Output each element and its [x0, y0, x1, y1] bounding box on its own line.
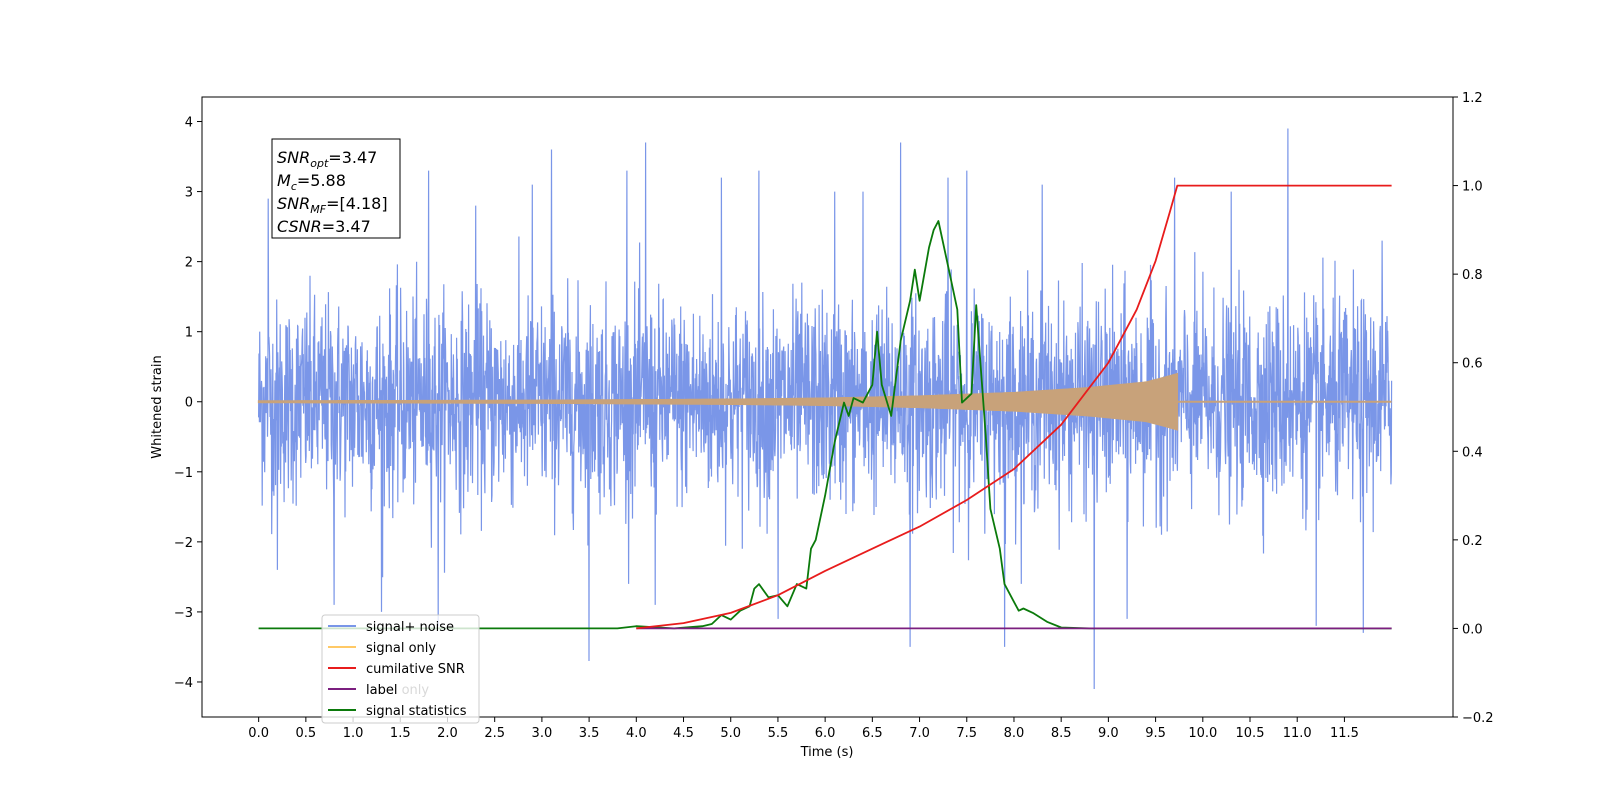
x-axis: 0.0 0.5 1.0 1.5 2.0 2.5 3.0 3.5 4.0 4.5 5.0 5.5 6.0 6… [248, 717, 1359, 741]
y-tick-label: 0 [185, 396, 193, 411]
x-tick-label: 9.5 [1145, 726, 1166, 741]
x-tick-label: 1.5 [390, 726, 411, 741]
y2-tick-label: 0.6 [1462, 357, 1483, 372]
x-tick-label: 0.5 [296, 726, 317, 741]
x-tick-label: 8.0 [1004, 726, 1025, 741]
x-tick-label: 2.5 [484, 726, 505, 741]
x-tick-label: 3.0 [532, 726, 553, 741]
legend-label-signal-only: signal only [366, 641, 436, 656]
stats-snr-mf: SNRMF=[4.18] [277, 194, 388, 216]
x-tick-label: 0.0 [248, 726, 269, 741]
x-tick-label: 6.5 [862, 726, 883, 741]
x-tick-label: 5.5 [768, 726, 789, 741]
x-tick-label: 7.5 [956, 726, 977, 741]
legend: signal+ noise signal only cumilative SNR… [321, 614, 480, 724]
series-signal-only [257, 372, 1179, 431]
y-tick-label: −2 [174, 536, 193, 551]
stats-csnr: CSNR=3.47 [277, 217, 371, 236]
legend-frame [321, 614, 480, 724]
y2-tick-label: −0.2 [1462, 711, 1494, 726]
y-axis-label: Whitened strain [150, 355, 165, 458]
stats-box: SNRopt=3.47 Mc=5.88 SNRMF=[4.18] CSNR=3.… [271, 138, 401, 239]
y2-tick-label: 0.0 [1462, 622, 1483, 637]
x-tick-label: 9.0 [1098, 726, 1119, 741]
stats-box-frame [271, 138, 401, 239]
series-cumulative-snr [636, 184, 1392, 630]
x-tick-label: 1.0 [343, 726, 364, 741]
y2-tick-label: 0.2 [1462, 534, 1483, 549]
y-tick-label: 2 [185, 256, 193, 271]
legend-label-signal-statistics: signal statistics [366, 704, 467, 719]
y-tick-label: −1 [174, 466, 193, 481]
legend-label-label: label [366, 683, 397, 698]
x-tick-label: 6.0 [815, 726, 836, 741]
x-tick-label: 3.5 [579, 726, 600, 741]
x-tick-label: 4.5 [673, 726, 694, 741]
x-tick-label: 4.0 [626, 726, 647, 741]
y-tick-label: −3 [174, 606, 193, 621]
x-tick-label: 5.0 [720, 726, 741, 741]
y2-tick-label: 0.4 [1462, 445, 1483, 460]
series-layer [257, 128, 1393, 690]
y-tick-label: 3 [185, 186, 193, 201]
y2-tick-label: 0.8 [1462, 268, 1483, 283]
y-axis-left: 4 3 2 1 0 −1 −2 −3 −4 [174, 116, 202, 691]
legend-label-cumulative-snr: cumilative SNR [366, 662, 465, 677]
y-tick-label: 1 [185, 326, 193, 341]
x-tick-label: 11.0 [1283, 726, 1312, 741]
x-tick-label: 11.5 [1330, 726, 1359, 741]
x-tick-label: 10.5 [1236, 726, 1265, 741]
x-tick-label: 2.0 [437, 726, 458, 741]
legend-label-label-only: label only [366, 683, 429, 698]
stats-snr-opt: SNRopt=3.47 [277, 148, 377, 170]
x-axis-label: Time (s) [800, 745, 854, 760]
y2-tick-label: 1.2 [1462, 91, 1483, 106]
series-signal-noise [258, 128, 1393, 690]
stats-chirp-mass: Mc=5.88 [277, 171, 346, 193]
plot-frame [201, 96, 1454, 718]
y-tick-label: −4 [174, 676, 193, 691]
y-axis-right: 1.2 1.0 0.8 0.6 0.4 0.2 0.0 −0.2 [1453, 91, 1494, 726]
y-tick-label: 4 [185, 116, 193, 131]
x-tick-label: 8.5 [1051, 726, 1072, 741]
y2-tick-label: 1.0 [1462, 180, 1483, 195]
x-tick-label: 10.0 [1188, 726, 1217, 741]
legend-label-signal-noise: signal+ noise [366, 620, 454, 635]
x-tick-label: 7.0 [909, 726, 930, 741]
